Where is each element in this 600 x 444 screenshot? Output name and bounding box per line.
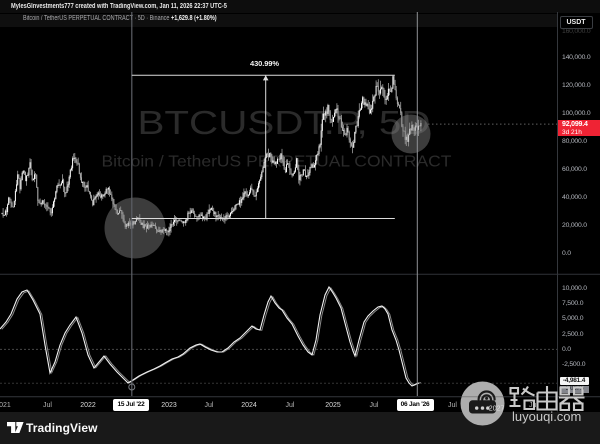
svg-text:BTCUSDT.P, 5D: BTCUSDT.P, 5D xyxy=(138,104,431,141)
svg-text:2027: 2027 xyxy=(489,406,505,413)
